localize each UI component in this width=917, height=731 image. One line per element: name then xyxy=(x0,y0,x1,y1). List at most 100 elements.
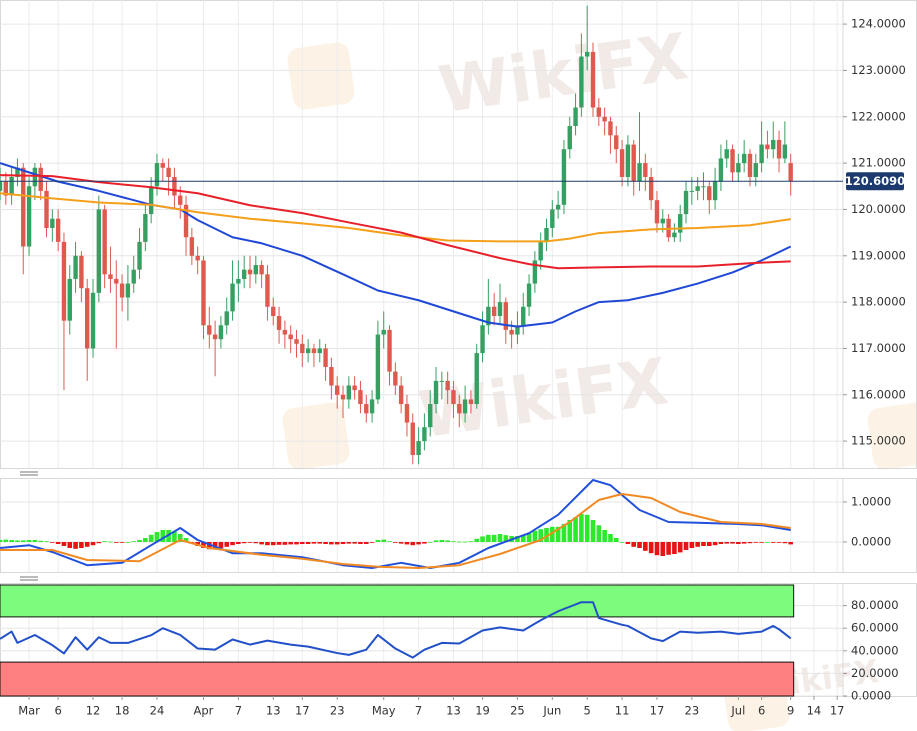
histogram-bar xyxy=(224,542,230,547)
candle-body xyxy=(288,334,293,340)
candle-body xyxy=(154,163,160,187)
candle-body xyxy=(491,306,497,317)
histogram-bar xyxy=(654,542,660,556)
candle-body xyxy=(381,329,386,335)
rsi-line xyxy=(0,601,792,659)
histogram-bar xyxy=(526,533,532,542)
candle-body xyxy=(550,209,555,228)
histogram-bar xyxy=(619,542,625,543)
y-tick-label: 40.0000 xyxy=(851,643,899,657)
candle-body xyxy=(26,186,32,247)
candle-body xyxy=(567,126,572,150)
candle-body xyxy=(85,288,90,349)
histogram-bar xyxy=(666,542,671,555)
histogram-bar xyxy=(38,540,43,542)
y-tick-label: 119.0000 xyxy=(851,248,906,262)
histogram-bar xyxy=(474,538,480,542)
histogram-bar xyxy=(32,540,38,542)
candle-body xyxy=(468,399,474,405)
candle-body xyxy=(532,260,538,284)
candle-body xyxy=(183,204,189,238)
candle-body xyxy=(125,283,131,298)
x-tick-label: Jun xyxy=(542,704,561,718)
candle-body xyxy=(637,163,642,182)
x-tick-label: 18 xyxy=(115,704,130,718)
candle-body xyxy=(759,144,764,164)
candle-body xyxy=(102,209,107,275)
histogram-bar xyxy=(410,542,416,546)
histogram-bar xyxy=(20,540,26,542)
histogram-bar xyxy=(782,542,788,544)
histogram-bar xyxy=(456,541,462,543)
candle-body xyxy=(573,107,578,127)
y-tick-label: 60.0000 xyxy=(851,621,899,635)
candle-body xyxy=(689,190,695,192)
x-tick-label: Jul xyxy=(730,704,745,718)
candle-body xyxy=(474,353,479,405)
histogram-bar xyxy=(154,532,160,542)
candle-body xyxy=(747,153,753,178)
x-tick-label: 17 xyxy=(650,704,665,718)
candle-body xyxy=(695,186,700,191)
histogram-bar xyxy=(590,520,596,542)
candle-body xyxy=(317,348,322,354)
histogram-bar xyxy=(427,542,433,543)
watermark-logo xyxy=(287,42,355,110)
x-tick-label: 5 xyxy=(584,704,591,718)
candle-body xyxy=(61,241,67,321)
candle-body xyxy=(625,144,631,178)
candle-body xyxy=(416,441,421,456)
candle-body xyxy=(166,167,171,178)
y-tick-label: 115.0000 xyxy=(851,434,906,448)
rsi-zone xyxy=(0,661,795,697)
x-tick-label: 24 xyxy=(150,704,165,718)
histogram-bar xyxy=(579,514,584,542)
histogram-bar xyxy=(625,542,631,544)
watermark-logo xyxy=(867,402,917,470)
candle-body xyxy=(143,214,148,242)
histogram-bar xyxy=(491,534,497,542)
histogram-bar xyxy=(84,542,90,547)
macd-line xyxy=(0,479,791,569)
y-tick-label: 120.0000 xyxy=(851,202,906,216)
candle-body xyxy=(207,325,212,335)
histogram-bar xyxy=(230,542,235,546)
histogram-bar xyxy=(55,542,61,544)
candle-body xyxy=(515,325,520,335)
histogram-bar xyxy=(544,528,549,542)
histogram-bar xyxy=(695,542,700,547)
candle-body xyxy=(32,167,38,187)
x-tick-label: 9 xyxy=(787,704,794,718)
histogram-bar xyxy=(422,542,427,544)
histogram-bar xyxy=(462,541,468,543)
histogram-bar xyxy=(637,542,642,548)
histogram-bar xyxy=(718,542,724,544)
candle-body xyxy=(294,339,299,344)
histogram-bar xyxy=(15,540,20,542)
histogram-bar xyxy=(259,542,264,545)
candle-body xyxy=(753,163,758,178)
candle-body xyxy=(672,232,677,238)
histogram-bar xyxy=(608,534,613,542)
histogram-bar xyxy=(317,542,323,544)
candle-body xyxy=(259,265,264,275)
histogram-bar xyxy=(381,539,387,542)
histogram-bar xyxy=(497,534,503,542)
histogram-bar xyxy=(404,542,410,545)
histogram-bar xyxy=(468,541,474,542)
x-tick-label: 7 xyxy=(235,704,242,718)
candle-body xyxy=(590,51,596,108)
candle-body xyxy=(486,306,491,326)
histogram-bar xyxy=(369,542,375,543)
candle-body xyxy=(602,116,607,122)
candle-body xyxy=(555,204,561,210)
histogram-bar xyxy=(247,542,253,543)
candle-body xyxy=(218,325,224,340)
candle-body xyxy=(352,385,357,391)
candle-body xyxy=(579,56,584,108)
candle-body xyxy=(538,241,543,261)
candle-body xyxy=(329,366,334,386)
candle-body xyxy=(375,334,381,400)
candle-body xyxy=(521,306,526,326)
candle-body xyxy=(422,427,427,442)
